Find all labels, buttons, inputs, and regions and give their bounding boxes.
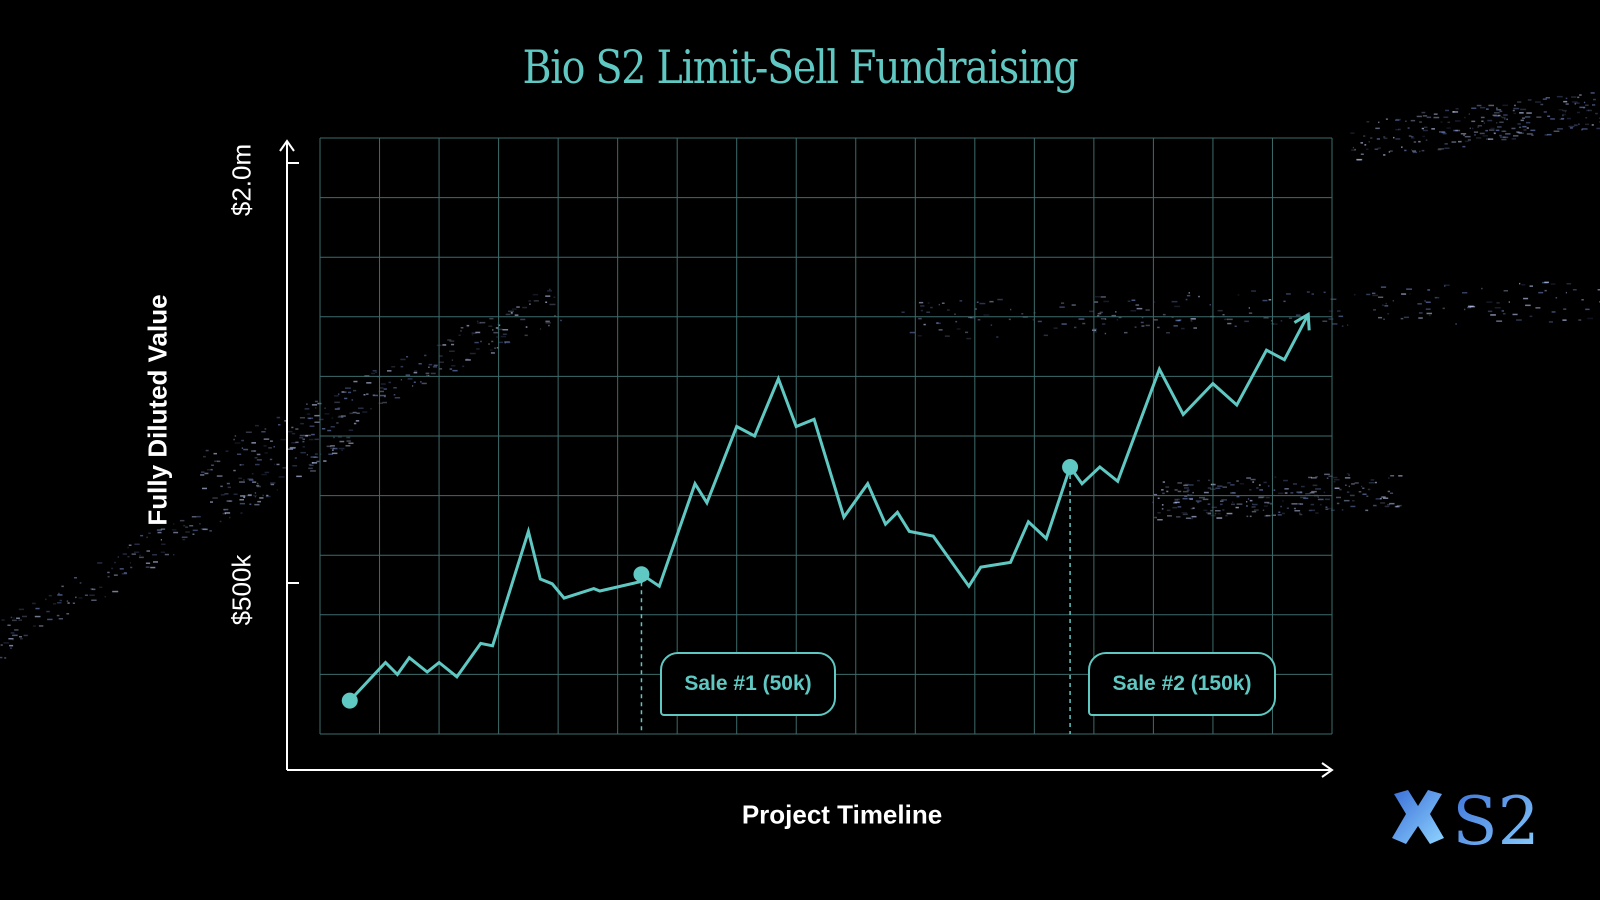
sale-2-callout: Sale #2 (150k) — [1088, 652, 1276, 716]
x-axis-arrow-icon — [1321, 762, 1334, 778]
s2-logo: S2 — [1392, 783, 1540, 860]
logo-text: S2 — [1452, 783, 1539, 860]
data-marker — [1062, 458, 1079, 475]
x-axis-label: Project Timeline — [741, 799, 943, 830]
y-axis-arrow-icon — [279, 139, 295, 152]
data-marker — [633, 566, 650, 583]
series-end-arrow-icon — [1293, 311, 1311, 331]
data-marker — [341, 692, 358, 709]
chart-title: Bio S2 Limit-Sell Fundraising — [522, 40, 1079, 94]
sale-1-callout: Sale #1 (50k) — [660, 652, 836, 716]
logo-mark-icon — [1392, 790, 1444, 844]
series-line — [348, 313, 1310, 702]
sale-2-label: Sale #2 (150k) — [1112, 672, 1252, 695]
sale-1-label: Sale #1 (50k) — [684, 672, 812, 695]
